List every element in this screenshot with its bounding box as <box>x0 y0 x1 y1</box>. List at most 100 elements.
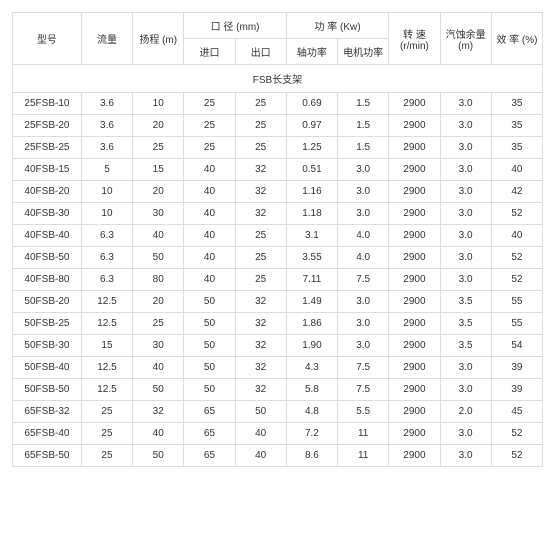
cell-model: 25FSB-25 <box>13 137 82 159</box>
cell-flow: 3.6 <box>81 93 132 115</box>
cell-speed: 2900 <box>389 203 440 225</box>
cell-shaft: 1.18 <box>286 203 337 225</box>
cell-in: 40 <box>184 159 235 181</box>
cell-in: 65 <box>184 401 235 423</box>
table-row: 40FSB-30103040321.183.029003.052 <box>13 203 543 225</box>
cell-npsh: 3.0 <box>440 203 491 225</box>
cell-npsh: 3.0 <box>440 379 491 401</box>
cell-head: 10 <box>133 93 184 115</box>
cell-shaft: 1.25 <box>286 137 337 159</box>
cell-flow: 12.5 <box>81 291 132 313</box>
cell-speed: 2900 <box>389 335 440 357</box>
cell-shaft: 0.69 <box>286 93 337 115</box>
cell-in: 65 <box>184 423 235 445</box>
cell-motor: 11 <box>338 445 389 467</box>
cell-eff: 35 <box>491 93 542 115</box>
cell-eff: 40 <box>491 159 542 181</box>
cell-out: 32 <box>235 181 286 203</box>
cell-motor: 3.0 <box>338 291 389 313</box>
cell-flow: 12.5 <box>81 379 132 401</box>
cell-in: 40 <box>184 225 235 247</box>
cell-motor: 3.0 <box>338 335 389 357</box>
cell-flow: 10 <box>81 203 132 225</box>
cell-motor: 5.5 <box>338 401 389 423</box>
cell-head: 20 <box>133 291 184 313</box>
cell-speed: 2900 <box>389 423 440 445</box>
header-head: 扬程 (m) <box>133 13 184 65</box>
cell-head: 40 <box>133 225 184 247</box>
cell-shaft: 4.8 <box>286 401 337 423</box>
cell-flow: 5 <box>81 159 132 181</box>
cell-model: 25FSB-10 <box>13 93 82 115</box>
cell-shaft: 1.90 <box>286 335 337 357</box>
cell-flow: 3.6 <box>81 137 132 159</box>
header-power-shaft: 轴功率 <box>286 39 337 65</box>
cell-npsh: 3.5 <box>440 335 491 357</box>
cell-model: 65FSB-32 <box>13 401 82 423</box>
cell-motor: 7.5 <box>338 269 389 291</box>
cell-eff: 55 <box>491 291 542 313</box>
cell-out: 50 <box>235 401 286 423</box>
header-diameter-in: 进口 <box>184 39 235 65</box>
cell-head: 15 <box>133 159 184 181</box>
table-body: FSB长支架 25FSB-103.61025250.691.529003.035… <box>13 65 543 467</box>
table-header: 型号 流量 扬程 (m) 口 径 (mm) 功 率 (Kw) 转 速 (r/mi… <box>13 13 543 65</box>
cell-model: 40FSB-50 <box>13 247 82 269</box>
header-speed: 转 速 (r/min) <box>389 13 440 65</box>
cell-eff: 40 <box>491 225 542 247</box>
cell-model: 40FSB-30 <box>13 203 82 225</box>
cell-speed: 2900 <box>389 247 440 269</box>
table-row: 50FSB-2512.52550321.863.029003.555 <box>13 313 543 335</box>
cell-motor: 7.5 <box>338 357 389 379</box>
cell-in: 25 <box>184 115 235 137</box>
table-row: 40FSB-20102040321.163.029003.042 <box>13 181 543 203</box>
cell-head: 20 <box>133 115 184 137</box>
header-power-motor: 电机功率 <box>338 39 389 65</box>
cell-eff: 39 <box>491 357 542 379</box>
cell-out: 25 <box>235 247 286 269</box>
cell-in: 40 <box>184 203 235 225</box>
cell-eff: 52 <box>491 445 542 467</box>
cell-flow: 12.5 <box>81 313 132 335</box>
cell-head: 80 <box>133 269 184 291</box>
cell-out: 25 <box>235 93 286 115</box>
table-row: 50FSB-30153050321.903.029003.554 <box>13 335 543 357</box>
cell-flow: 25 <box>81 423 132 445</box>
table-row: 65FSB-32253265504.85.529002.045 <box>13 401 543 423</box>
cell-motor: 3.0 <box>338 181 389 203</box>
cell-in: 25 <box>184 137 235 159</box>
cell-speed: 2900 <box>389 115 440 137</box>
table-row: 40FSB-406.34040253.14.029003.040 <box>13 225 543 247</box>
cell-shaft: 3.1 <box>286 225 337 247</box>
cell-in: 40 <box>184 181 235 203</box>
cell-npsh: 3.0 <box>440 445 491 467</box>
cell-speed: 2900 <box>389 269 440 291</box>
cell-eff: 39 <box>491 379 542 401</box>
cell-in: 40 <box>184 269 235 291</box>
cell-motor: 7.5 <box>338 379 389 401</box>
cell-speed: 2900 <box>389 181 440 203</box>
cell-npsh: 3.0 <box>440 357 491 379</box>
header-diameter: 口 径 (mm) <box>184 13 286 39</box>
cell-out: 32 <box>235 335 286 357</box>
cell-head: 50 <box>133 379 184 401</box>
cell-flow: 6.3 <box>81 269 132 291</box>
cell-speed: 2900 <box>389 401 440 423</box>
cell-npsh: 3.0 <box>440 247 491 269</box>
cell-head: 25 <box>133 313 184 335</box>
cell-motor: 1.5 <box>338 93 389 115</box>
cell-in: 40 <box>184 247 235 269</box>
cell-model: 65FSB-50 <box>13 445 82 467</box>
cell-npsh: 3.0 <box>440 137 491 159</box>
cell-flow: 10 <box>81 181 132 203</box>
header-flow: 流量 <box>81 13 132 65</box>
cell-npsh: 3.0 <box>440 159 491 181</box>
cell-out: 40 <box>235 423 286 445</box>
cell-eff: 52 <box>491 269 542 291</box>
cell-shaft: 4.3 <box>286 357 337 379</box>
cell-shaft: 5.8 <box>286 379 337 401</box>
cell-model: 40FSB-15 <box>13 159 82 181</box>
header-power: 功 率 (Kw) <box>286 13 388 39</box>
cell-speed: 2900 <box>389 93 440 115</box>
cell-model: 50FSB-25 <box>13 313 82 335</box>
